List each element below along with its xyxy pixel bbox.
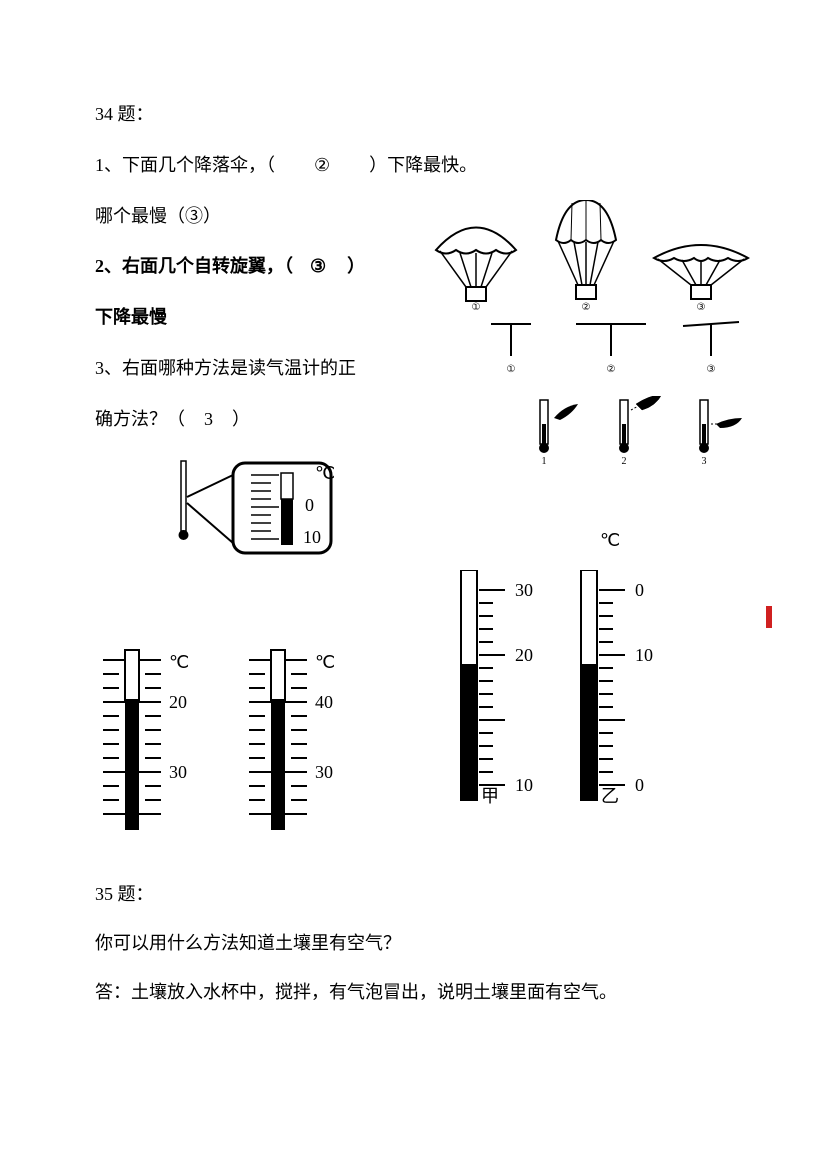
thermometer-d: 0 10 0 乙 [561, 640, 671, 815]
svg-text:②: ② [607, 364, 616, 373]
svg-text:0: 0 [635, 580, 644, 600]
p4-c: ） [232, 409, 250, 429]
figures-right: ① ② [416, 200, 766, 471]
rotor-2: ② [571, 318, 651, 378]
p2-b: ） [203, 206, 221, 226]
q35-heading: 35 题： [95, 880, 746, 909]
svg-text:③: ③ [707, 364, 716, 373]
svg-text:20: 20 [169, 692, 187, 712]
svg-text:0: 0 [635, 775, 644, 795]
svg-text:②: ② [582, 302, 591, 310]
thermometer-detail: ℃ 0 10 [175, 455, 345, 570]
svg-text:30: 30 [169, 762, 187, 782]
svg-text:℃: ℃ [169, 652, 189, 672]
thermometer-b: ℃ 40 30 [241, 640, 351, 845]
thermometers-row: ℃ 20 30 ℃ 40 3 [95, 640, 671, 845]
svg-text:10: 10 [635, 645, 653, 665]
q34-p4a: 3、右面哪种方法是读气温计的正 [95, 354, 395, 383]
svg-text:℃: ℃ [315, 463, 335, 483]
q34-p1: 1、下面几个降落伞，（ ② ）下降最快。 [95, 151, 746, 180]
svg-text:2: 2 [622, 456, 627, 466]
svg-text:乙: 乙 [601, 786, 619, 806]
p1-a: 1、下面几个降落伞，（ [95, 155, 275, 175]
svg-text:10: 10 [303, 527, 321, 547]
svg-text:30: 30 [315, 762, 333, 782]
parachute-3: ③ [646, 230, 756, 310]
svg-text:①: ① [507, 364, 516, 373]
svg-text:40: 40 [315, 692, 333, 712]
rotor-3: ③ [681, 318, 741, 378]
parachutes-row: ① ② [416, 200, 766, 310]
svg-text:20: 20 [515, 645, 533, 665]
p3-ans: ③ [310, 256, 326, 276]
q35-question: 你可以用什么方法知道土壤里有空气？ [95, 929, 746, 958]
p1-b: ）下降最快。 [369, 155, 477, 175]
p3-a: 2、右面几个自转旋翼，（ [95, 256, 293, 276]
svg-text:30: 30 [515, 580, 533, 600]
svg-text:1: 1 [542, 456, 547, 466]
p4-ans: 3 [204, 409, 213, 429]
p2-ans: ③ [185, 206, 203, 226]
p4-b: 确方法？（ [95, 409, 185, 429]
p3-b: ） [347, 256, 365, 276]
reading-2: 2 [614, 396, 666, 471]
reading-1: 1 [534, 396, 586, 471]
svg-text:①: ① [472, 302, 481, 310]
svg-text:③: ③ [697, 302, 706, 310]
reading-3: 3 [694, 396, 746, 471]
thermometer-a: ℃ 20 30 [95, 640, 205, 845]
svg-text:甲: 甲 [481, 786, 499, 806]
svg-text:3: 3 [702, 456, 707, 466]
reading-methods: 1 2 3 [416, 396, 766, 471]
parachute-1: ① [426, 215, 526, 310]
q34-heading: 34 题： [95, 100, 746, 129]
p1-ans: ② [314, 155, 330, 175]
p2-a: 哪个最慢（ [95, 206, 185, 226]
q35-answer: 答：土壤放入水杯中，搅拌，有气泡冒出，说明土壤里面有空气。 [95, 978, 746, 1007]
celsius-label: ℃ [600, 530, 620, 551]
svg-text:℃: ℃ [315, 652, 335, 672]
parachute-2: ② [546, 200, 626, 310]
svg-text:10: 10 [515, 775, 533, 795]
red-mark [766, 606, 772, 628]
svg-text:0: 0 [305, 495, 314, 515]
rotors-row: ① ② ③ [416, 318, 766, 378]
thermometer-c: 30 20 10 甲 [431, 640, 561, 815]
q35-block: 35 题： 你可以用什么方法知道土壤里有空气？ 答：土壤放入水杯中，搅拌，有气泡… [95, 880, 746, 1026]
rotor-1: ① [481, 318, 541, 378]
